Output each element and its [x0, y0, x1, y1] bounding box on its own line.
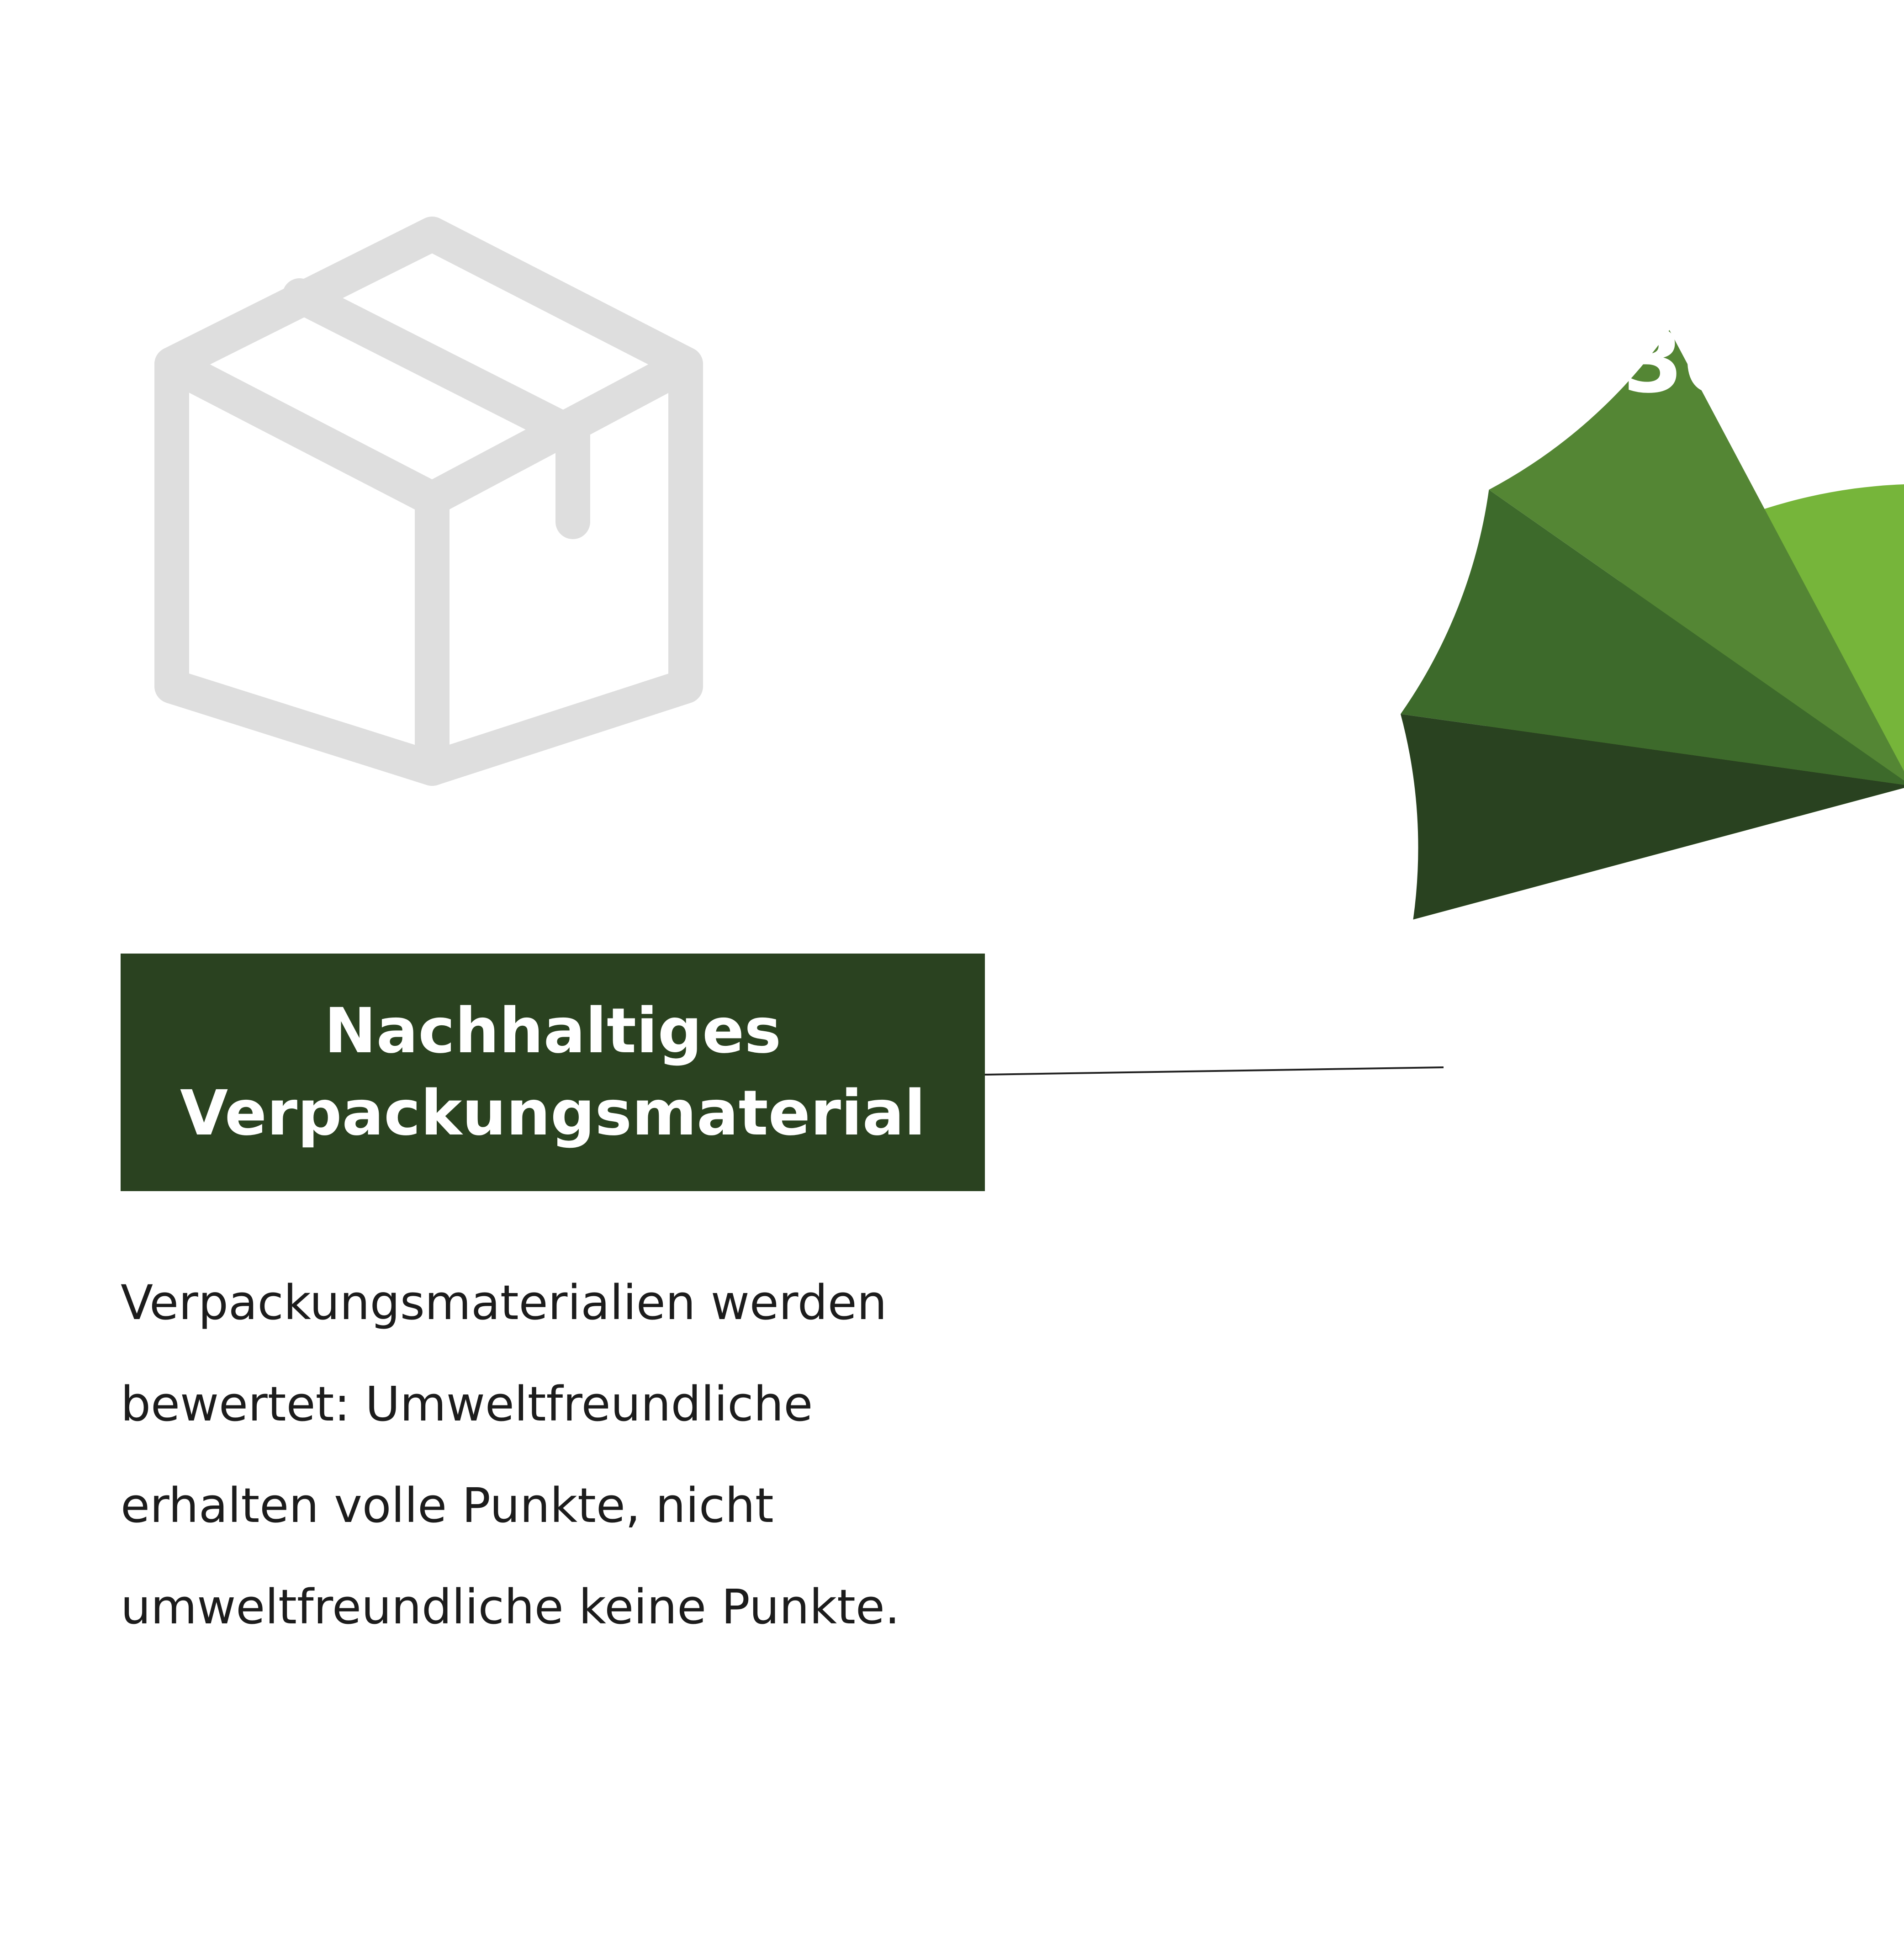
- description-line: erhalten volle Punkte, nicht: [121, 1478, 774, 1533]
- slice-labels: 30% 5% 5%: [1508, 311, 1831, 1203]
- description-line: Verpackungsmaterialien werden: [121, 1275, 887, 1331]
- pie-slice: [1401, 714, 1904, 920]
- package-box-icon: [154, 217, 703, 786]
- title-text: Nachhaltiges Verpackungsmaterial: [180, 990, 926, 1155]
- slice-label: 30%: [1623, 311, 1831, 412]
- title-banner: Nachhaltiges Verpackungsmaterial: [121, 954, 985, 1191]
- description-line: umweltfreundliche keine Punkte.: [121, 1579, 900, 1635]
- slice-label: 5%: [1508, 932, 1640, 1022]
- pie-slice: [1489, 330, 1904, 781]
- description-text: Verpackungsmaterialien werden bewertet: …: [121, 1252, 1080, 1658]
- description-line: bewertet: Umweltfreundliche: [121, 1376, 813, 1432]
- title-line-1: Nachhaltiges: [324, 995, 782, 1067]
- title-line-2: Verpackungsmaterial: [180, 1077, 926, 1150]
- pie-slice: [1401, 489, 1904, 785]
- slice-label: 5%: [1618, 1112, 1750, 1203]
- pie-slices: [1401, 330, 1904, 920]
- connector-line: [984, 1066, 1444, 1076]
